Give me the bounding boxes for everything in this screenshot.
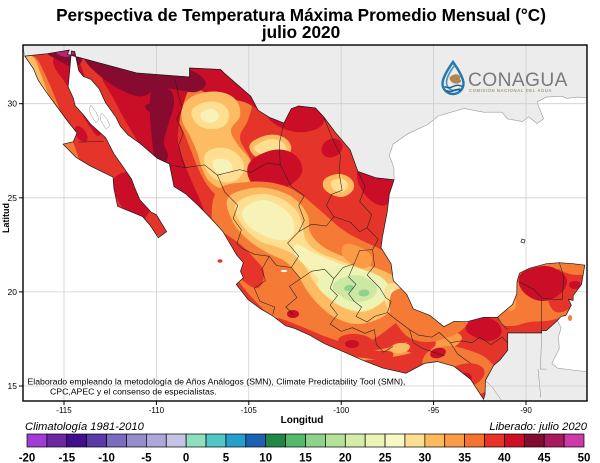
svg-text:-10: -10 — [98, 453, 115, 463]
svg-text:-100: -100 — [333, 406, 350, 415]
svg-text:40: 40 — [498, 453, 511, 463]
svg-text:Longitud: Longitud — [281, 415, 324, 426]
svg-text:Climatología 1981-2010: Climatología 1981-2010 — [25, 421, 145, 433]
svg-text:Liberado: julio 2020: Liberado: julio 2020 — [489, 421, 587, 433]
svg-text:-115: -115 — [56, 406, 72, 415]
svg-text:CONAGUA: CONAGUA — [468, 70, 568, 91]
svg-text:-110: -110 — [149, 406, 165, 415]
svg-text:Perspectiva de Temperatura Máx: Perspectiva de Temperatura Máxima Promed… — [56, 5, 546, 25]
svg-text:20: 20 — [339, 453, 352, 463]
svg-text:20: 20 — [8, 287, 18, 297]
svg-text:30: 30 — [419, 453, 432, 463]
svg-text:-15: -15 — [58, 453, 75, 463]
svg-text:10: 10 — [259, 453, 272, 463]
svg-text:0: 0 — [183, 453, 189, 463]
svg-text:25: 25 — [8, 193, 18, 203]
svg-text:-90: -90 — [520, 406, 532, 415]
svg-text:5: 5 — [223, 453, 230, 463]
svg-text:15: 15 — [299, 453, 312, 463]
svg-text:CPC,APEC y el consenso de espe: CPC,APEC y el consenso de especialistas. — [50, 387, 217, 397]
svg-text:15: 15 — [8, 381, 18, 391]
svg-text:30: 30 — [8, 99, 18, 109]
svg-text:COMISIÓN NACIONAL DEL AGUA: COMISIÓN NACIONAL DEL AGUA — [469, 88, 552, 93]
svg-text:-5: -5 — [141, 453, 152, 463]
svg-text:-105: -105 — [241, 406, 258, 415]
svg-text:Latitud: Latitud — [1, 203, 11, 233]
svg-text:-20: -20 — [19, 453, 36, 463]
svg-text:-95: -95 — [428, 406, 440, 415]
svg-text:julio 2020: julio 2020 — [261, 22, 340, 42]
svg-text:35: 35 — [458, 453, 471, 463]
svg-text:45: 45 — [538, 453, 551, 463]
svg-text:Elaborado empleando la metodol: Elaborado empleando la metodología de Añ… — [28, 377, 406, 387]
svg-text:25: 25 — [379, 453, 392, 463]
svg-text:50: 50 — [578, 453, 591, 463]
